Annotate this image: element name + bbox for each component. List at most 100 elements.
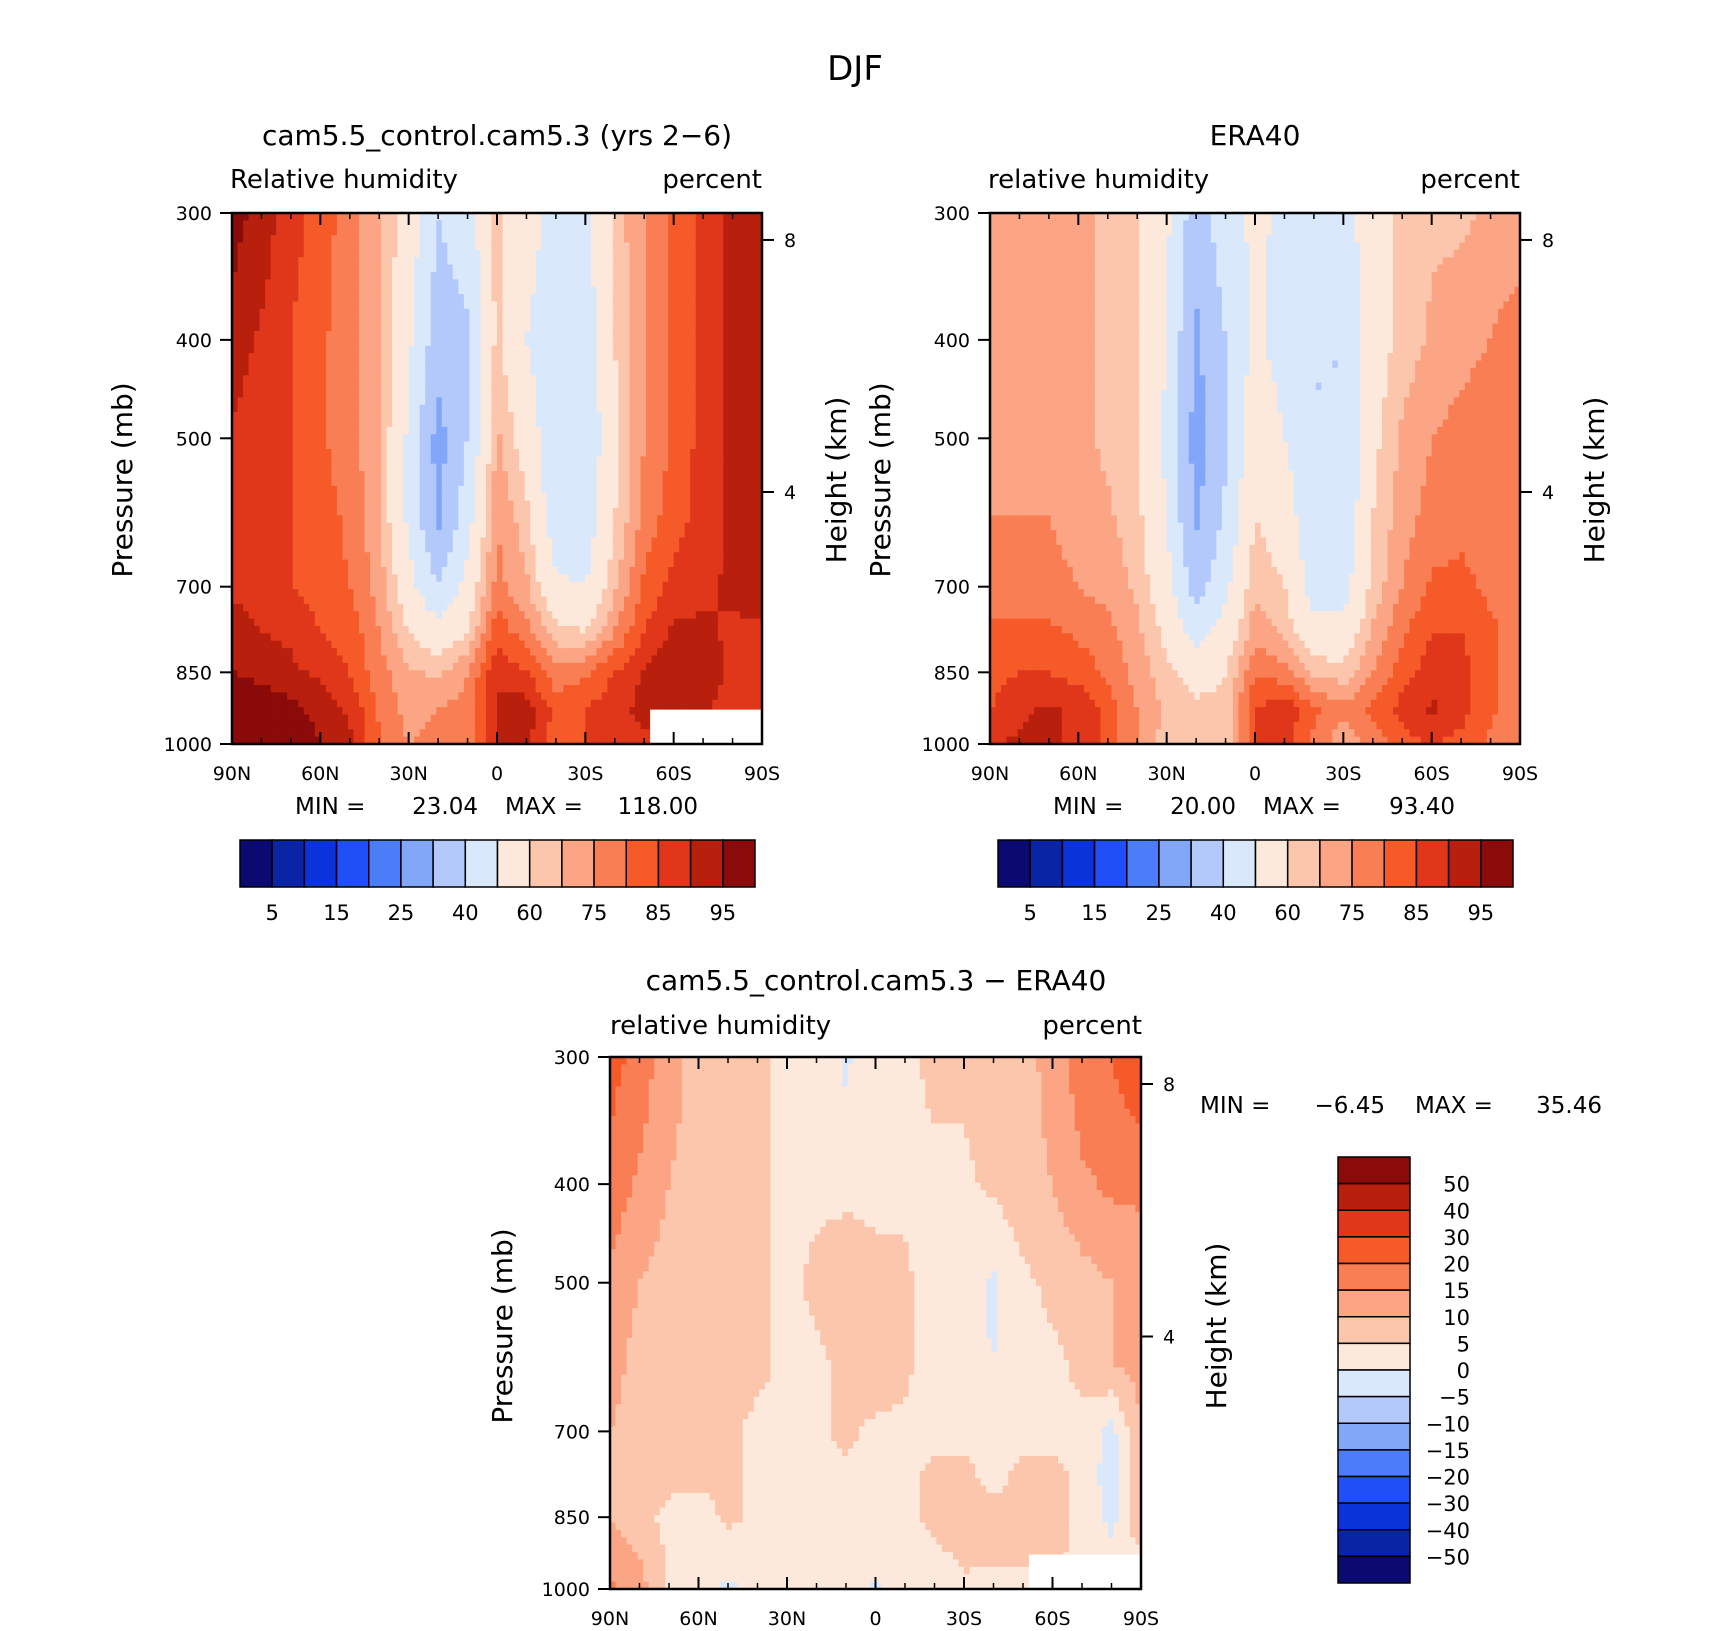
heatmap-cell (238, 420, 244, 428)
heatmap-cell (409, 272, 415, 280)
heatmap-cell (514, 338, 520, 346)
heatmap-cell (271, 545, 277, 553)
heatmap-cell (607, 338, 613, 346)
heatmap-cell (260, 220, 266, 228)
heatmap-cell (381, 250, 387, 258)
heatmap-cell (712, 346, 718, 354)
heatmap-cell (337, 427, 343, 435)
heatmap-cell (381, 456, 387, 464)
heatmap-cell (618, 420, 624, 428)
heatmap-cell (370, 331, 376, 339)
heatmap-cell (365, 412, 371, 420)
heatmap-cell (359, 287, 365, 295)
heatmap-cell (298, 316, 304, 324)
heatmap-cell (707, 228, 713, 236)
heatmap-cell (337, 405, 343, 413)
heatmap-cell (282, 257, 288, 265)
heatmap-cell (414, 501, 420, 509)
heatmap-cell (243, 257, 249, 265)
heatmap-cell (530, 449, 536, 457)
heatmap-cell (271, 567, 277, 575)
heatmap-cell (260, 552, 266, 560)
heatmap-cell (497, 375, 503, 383)
heatmap-cell (254, 309, 260, 317)
heatmap-cell (635, 220, 641, 228)
heatmap-cell (453, 420, 459, 428)
heatmap-cell (458, 228, 464, 236)
heatmap-cell (425, 316, 431, 324)
heatmap-cell (635, 479, 641, 487)
heatmap-cell (740, 228, 746, 236)
heatmap-cell (453, 501, 459, 509)
heatmap-cell (657, 235, 663, 243)
heatmap-cell (342, 427, 348, 435)
heatmap-cell (574, 390, 580, 398)
heatmap-cell (359, 515, 365, 523)
heatmap-cell (646, 235, 652, 243)
heatmap-cell (602, 471, 608, 479)
heatmap-cell (342, 434, 348, 442)
heatmap-cell (580, 279, 586, 287)
heatmap-cell (265, 331, 271, 339)
heatmap-cell (353, 235, 359, 243)
heatmap-cell (381, 375, 387, 383)
heatmap-cell (514, 582, 520, 590)
heatmap-cell (298, 508, 304, 516)
heatmap-cell (740, 589, 746, 597)
heatmap-cell (663, 567, 669, 575)
heatmap-cell (552, 353, 558, 361)
heatmap-cell (365, 302, 371, 310)
heatmap-cell (514, 545, 520, 553)
heatmap-cell (652, 361, 658, 369)
heatmap-cell (751, 530, 757, 538)
heatmap-cell (265, 582, 271, 590)
heatmap-cell (514, 515, 520, 523)
heatmap-cell (282, 265, 288, 273)
heatmap-cell (348, 272, 354, 280)
heatmap-cell (685, 427, 691, 435)
heatmap-cell (668, 538, 674, 546)
heatmap-cell (365, 442, 371, 450)
heatmap-cell (607, 257, 613, 265)
heatmap-cell (525, 390, 531, 398)
heatmap-cell (304, 346, 310, 354)
heatmap-cell (480, 412, 486, 420)
heatmap-cell (243, 567, 249, 575)
heatmap-cell (707, 383, 713, 391)
heatmap-cell (530, 235, 536, 243)
heatmap-cell (298, 574, 304, 582)
heatmap-cell (497, 434, 503, 442)
heatmap-cell (365, 265, 371, 273)
heatmap-cell (491, 552, 497, 560)
heatmap-cell (326, 464, 332, 472)
heatmap-cell (453, 589, 459, 597)
heatmap-cell (613, 272, 619, 280)
heatmap-cell (701, 449, 707, 457)
heatmap-cell (745, 390, 751, 398)
heatmap-cell (387, 272, 393, 280)
heatmap-cell (403, 294, 409, 302)
heatmap-cell (696, 486, 702, 494)
heatmap-cell (326, 574, 332, 582)
heatmap-cell (574, 471, 580, 479)
heatmap-cell (486, 279, 492, 287)
heatmap-cell (320, 243, 326, 251)
heatmap-cell (519, 427, 525, 435)
heatmap-cell (641, 250, 647, 258)
heatmap-cell (685, 456, 691, 464)
heatmap-cell (751, 390, 757, 398)
heatmap-cell (431, 228, 437, 236)
heatmap-cell (309, 397, 315, 405)
heatmap-cell (690, 567, 696, 575)
heatmap-cell (580, 523, 586, 531)
heatmap-cell (320, 530, 326, 538)
heatmap-cell (745, 338, 751, 346)
heatmap-cell (745, 486, 751, 494)
heatmap-cell (530, 560, 536, 568)
heatmap-cell (552, 501, 558, 509)
heatmap-cell (514, 361, 520, 369)
heatmap-cell (530, 405, 536, 413)
heatmap-cell (398, 390, 404, 398)
heatmap-cell (342, 272, 348, 280)
heatmap-cell (596, 530, 602, 538)
